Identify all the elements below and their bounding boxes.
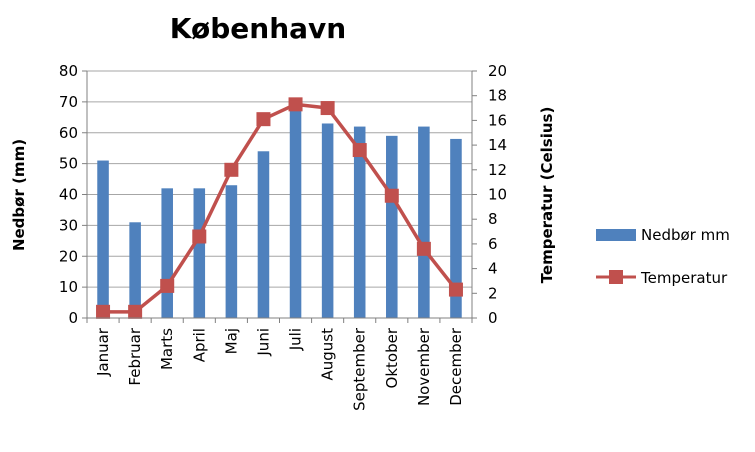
right-tick-label: 6 bbox=[488, 235, 498, 253]
x-tick-label: November bbox=[415, 327, 433, 406]
line-point bbox=[448, 282, 463, 297]
left-tick-label: 80 bbox=[59, 62, 78, 80]
bar bbox=[161, 188, 173, 318]
x-tick-label: Januar bbox=[94, 327, 112, 377]
right-tick-label: 18 bbox=[488, 87, 507, 105]
line-point bbox=[288, 97, 303, 112]
bar bbox=[97, 160, 109, 318]
legend-line-label: Temperatur bbox=[640, 269, 728, 287]
bar bbox=[386, 135, 398, 318]
right-tick-label: 4 bbox=[488, 260, 498, 278]
right-tick-label: 10 bbox=[488, 186, 507, 204]
line-series bbox=[96, 97, 463, 319]
line-point bbox=[384, 188, 399, 203]
line-point bbox=[256, 112, 271, 127]
line-point bbox=[224, 162, 239, 177]
left-axis-ticks: 0 10 20 30 40 50 60 70 80 bbox=[59, 62, 87, 327]
x-tick-label: Marts bbox=[158, 328, 176, 370]
left-tick-label: 10 bbox=[59, 278, 78, 296]
bar bbox=[450, 138, 462, 318]
y2-axis-title: Temperatur (Celsius) bbox=[538, 107, 556, 284]
bar-series bbox=[97, 101, 462, 318]
bar bbox=[225, 185, 238, 318]
left-tick-label: 40 bbox=[59, 186, 78, 204]
left-tick-label: 30 bbox=[59, 216, 78, 234]
right-tick-label: 14 bbox=[488, 136, 507, 154]
left-tick-label: 60 bbox=[59, 124, 78, 142]
line-point bbox=[352, 143, 367, 158]
line-point bbox=[320, 101, 335, 116]
line-point bbox=[416, 241, 431, 256]
legend-line-marker bbox=[609, 270, 623, 284]
legend-bar-swatch bbox=[596, 229, 636, 241]
bar bbox=[321, 123, 334, 318]
x-tick-label: Oktober bbox=[383, 327, 401, 388]
left-tick-label: 20 bbox=[59, 247, 78, 265]
right-tick-label: 12 bbox=[488, 161, 507, 179]
x-tick-label: Juli bbox=[287, 328, 305, 351]
bar bbox=[289, 101, 302, 318]
left-tick-label: 0 bbox=[68, 309, 78, 327]
line-point bbox=[160, 278, 175, 293]
right-tick-label: 2 bbox=[488, 284, 498, 302]
left-tick-label: 50 bbox=[59, 155, 78, 173]
x-tick-label: September bbox=[351, 327, 369, 411]
bar bbox=[257, 151, 270, 318]
right-axis-ticks: 0 2 4 6 8 10 12 14 16 18 20 bbox=[472, 62, 507, 327]
bar bbox=[418, 126, 430, 318]
x-tick-label: August bbox=[319, 328, 337, 381]
x-tick-label: Maj bbox=[222, 328, 240, 354]
y-axis-title: Nedbør (mm) bbox=[10, 139, 28, 251]
legend-bar-label: Nedbør mm bbox=[641, 226, 730, 244]
bar bbox=[353, 126, 366, 318]
right-tick-label: 8 bbox=[488, 210, 498, 228]
x-tick-label: December bbox=[447, 327, 465, 406]
legend: Nedbør mm Temperatur bbox=[596, 226, 730, 287]
right-tick-label: 20 bbox=[488, 62, 507, 80]
line-point bbox=[96, 304, 111, 319]
x-tick-label: Februar bbox=[126, 327, 144, 385]
chart-title: København bbox=[170, 12, 346, 45]
right-tick-label: 0 bbox=[488, 309, 498, 327]
left-tick-label: 70 bbox=[59, 93, 78, 111]
line-point bbox=[192, 229, 207, 244]
gridlines bbox=[87, 70, 472, 288]
x-axis-ticks: Januar Februar Marts April Maj Juni Juli August… bbox=[86, 318, 473, 411]
temperature-line bbox=[103, 102, 458, 314]
line-point bbox=[128, 304, 143, 319]
x-tick-label: April bbox=[190, 328, 208, 362]
x-tick-label: Juni bbox=[254, 328, 272, 357]
bar bbox=[129, 222, 141, 318]
right-tick-label: 16 bbox=[488, 111, 507, 129]
bar bbox=[193, 188, 206, 318]
